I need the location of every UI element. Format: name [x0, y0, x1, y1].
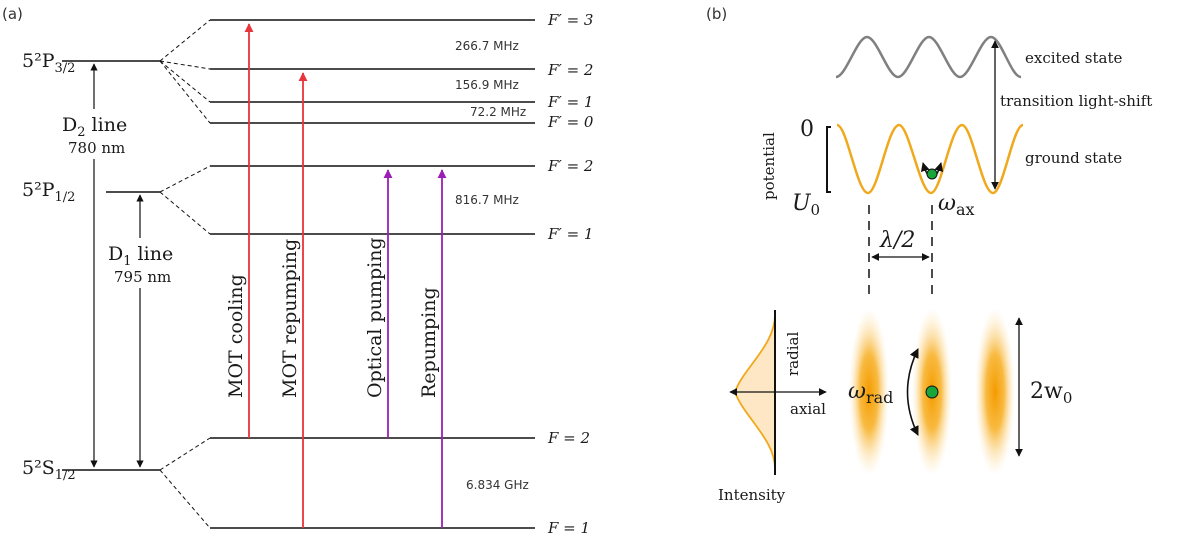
ground-state-label: ground state	[1025, 149, 1122, 167]
label-p32-f1: F′ = 1	[547, 93, 593, 111]
trapped-atom	[925, 385, 939, 399]
splitting-s12: 6.834 GHz	[466, 478, 529, 492]
omega-ax-label: ωax	[938, 191, 975, 219]
ground-state-curve	[836, 123, 1024, 195]
axial-label: axial	[790, 400, 826, 418]
optical-pumping-label: Optical pumping	[364, 237, 386, 398]
state-label-p32: 5²P3/2	[22, 50, 75, 76]
label-s12-f1: F = 1	[547, 519, 590, 537]
hyperfine-levels	[210, 19, 535, 529]
label-p12-f1: F′ = 1	[547, 225, 593, 243]
d1-wavelength: 795 nm	[114, 268, 171, 286]
splitting-p32-32: 266.7 MHz	[455, 39, 519, 53]
hyperfine-labels: F′ = 3 F′ = 2 F′ = 1 F′ = 0 F′ = 2 F′ = …	[547, 11, 594, 537]
d2-wavelength: 780 nm	[68, 139, 125, 157]
d2-line-label: D2 line	[62, 114, 127, 140]
state-label-s12: 5²S1/2	[22, 457, 76, 483]
panel-b-label: (b)	[706, 5, 727, 23]
atom-in-well	[926, 168, 938, 180]
label-p32-f0: F′ = 0	[547, 113, 594, 131]
hyperfine-connectors	[159, 19, 211, 529]
mot-cooling-label: MOT cooling	[225, 274, 247, 398]
d1-line-label: D1 line	[108, 243, 173, 269]
radial-label: radial	[784, 332, 802, 376]
radial-oscillation-arrow	[906, 348, 919, 436]
fine-structure-levels	[62, 60, 160, 471]
lattice-site-1	[849, 308, 889, 476]
splitting-p32-10: 72.2 MHz	[470, 105, 526, 119]
repumping-label: Repumping	[418, 287, 440, 398]
excited-state-curve	[835, 35, 1022, 79]
omega-rad-label: ωrad	[848, 379, 893, 407]
label-s12-f2: F = 2	[547, 429, 590, 447]
mot-repumping-label: MOT repumping	[279, 239, 301, 398]
splitting-p12: 816.7 MHz	[455, 193, 519, 207]
potential-depth: U0	[792, 191, 820, 219]
potential-bracket	[826, 126, 831, 193]
label-p12-f2: F′ = 2	[547, 157, 593, 175]
label-p32-f2: F′ = 2	[547, 61, 593, 79]
lambda-half-label: λ/2	[879, 228, 915, 253]
potential-axis-label: potential	[760, 132, 778, 200]
light-shift-label: transition light-shift	[1000, 92, 1152, 110]
splitting-p32-21: 156.9 MHz	[455, 78, 519, 92]
beam-waist-label: 2w0	[1030, 379, 1072, 407]
potential-zero: 0	[800, 117, 814, 142]
state-label-p12: 5²P1/2	[22, 179, 75, 205]
label-p32-f3: F′ = 3	[547, 11, 593, 29]
panel-a-label: (a)	[2, 5, 23, 23]
lattice-site-3	[975, 308, 1015, 476]
excited-state-label: excited state	[1025, 49, 1123, 67]
intensity-label: Intensity	[718, 486, 786, 504]
